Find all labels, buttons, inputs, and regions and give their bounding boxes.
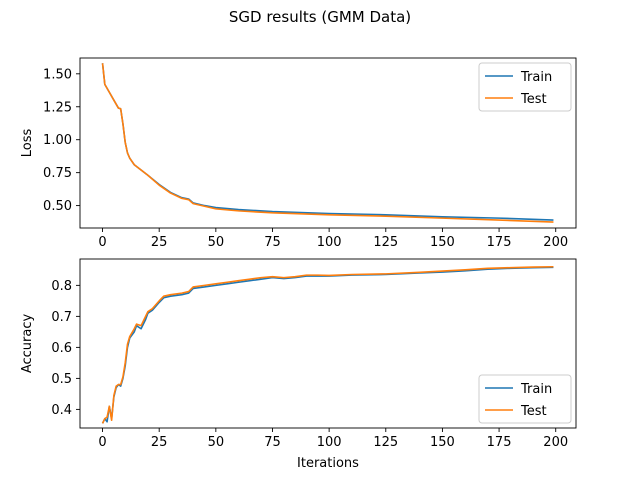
legend-label-test: Test xyxy=(520,404,547,419)
y-tick-label: 0.8 xyxy=(51,279,72,294)
axes-frame xyxy=(79,258,577,429)
x-tick-label: 150 xyxy=(430,435,455,450)
legend-box xyxy=(478,374,572,424)
x-tick-label: 175 xyxy=(487,235,512,250)
x-axis-label: Iterations xyxy=(297,456,359,471)
x-tick-label: 125 xyxy=(373,235,398,250)
x-tick-label: 0 xyxy=(98,235,106,250)
legend: Train Test xyxy=(478,62,572,112)
y-tick-label: 0.5 xyxy=(51,372,72,387)
legend-label-test: Test xyxy=(520,92,547,107)
x-tick-label: 175 xyxy=(487,435,512,450)
legend-label-train: Train xyxy=(520,382,552,397)
x-tick-label: 150 xyxy=(430,235,455,250)
y-tick-label: 0.7 xyxy=(51,310,72,325)
x-tick-label: 100 xyxy=(317,435,342,450)
x-tick-label: 125 xyxy=(373,435,398,450)
legend: Train Test xyxy=(478,374,572,424)
legend-box xyxy=(478,62,572,112)
y-tick-label: 0.50 xyxy=(43,199,72,214)
x-tick-label: 200 xyxy=(543,235,568,250)
y-axis-label: Accuracy xyxy=(20,314,35,374)
x-tick-label: 100 xyxy=(317,235,342,250)
y-tick-label: 0.75 xyxy=(43,166,72,181)
y-tick-label: 1.50 xyxy=(43,67,72,82)
x-tick-label: 25 xyxy=(151,235,168,250)
x-tick-label: 0 xyxy=(98,435,106,450)
x-tick-label: 25 xyxy=(151,435,168,450)
axes-frame xyxy=(79,57,577,229)
x-tick-label: 50 xyxy=(208,235,225,250)
x-tick-label: 75 xyxy=(264,435,281,450)
x-tick-label: 50 xyxy=(208,435,225,450)
chart-title: SGD results (GMM Data) xyxy=(229,8,411,26)
accuracy-subplot: 0 25 50 75 100 125 150 175 200 0.4 0.5 0.6 0.7 0.8 Acc… xyxy=(20,258,577,471)
y-tick-label: 1.00 xyxy=(43,133,72,148)
legend-label-train: Train xyxy=(520,70,552,85)
loss-subplot: 0 25 50 75 100 125 150 175 200 0.50 0.75 1.00 1.25 1.… xyxy=(20,57,577,250)
y-axis-label: Loss xyxy=(20,129,35,158)
series-line-test xyxy=(101,265,554,424)
series-line-test xyxy=(101,63,554,223)
y-tick-label: 0.6 xyxy=(51,341,72,356)
y-tick-label: 1.25 xyxy=(43,100,72,115)
x-tick-label: 200 xyxy=(543,435,568,450)
y-tick-label: 0.4 xyxy=(51,403,72,418)
x-tick-label: 75 xyxy=(264,235,281,250)
